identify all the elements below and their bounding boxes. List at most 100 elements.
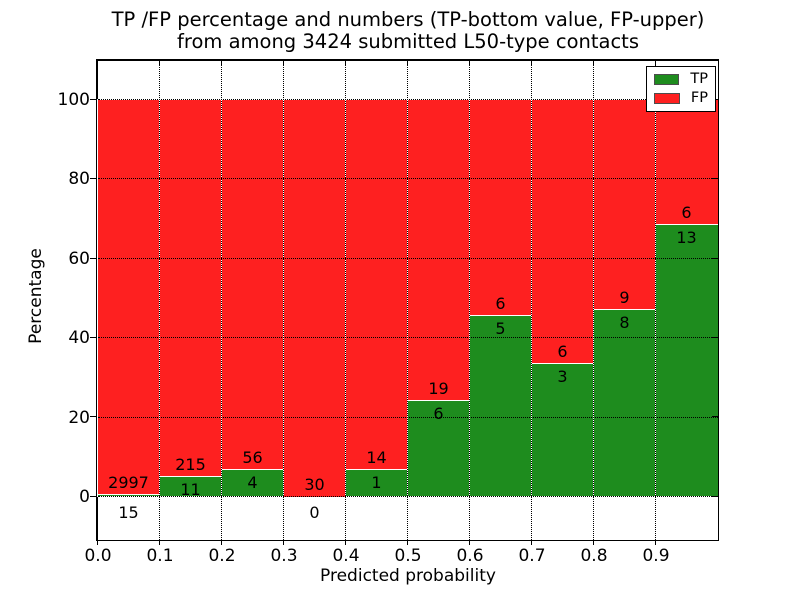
y-tick-mark	[90, 178, 96, 180]
x-tick-mark-top	[220, 60, 222, 66]
x-tick-label: 0.3	[270, 546, 298, 566]
horizontal-gridline	[97, 496, 718, 497]
x-tick-label: 0.2	[208, 546, 236, 566]
tp-count-label: 4	[247, 473, 258, 493]
tp-count-label: 0	[309, 502, 320, 522]
x-tick-mark-top	[592, 60, 594, 66]
x-tick-mark	[406, 539, 408, 545]
fp-count-label: 30	[304, 474, 325, 494]
y-tick-label: 20	[68, 407, 90, 428]
legend-label-tp: TP	[690, 71, 708, 87]
fp-bar-segment	[344, 98, 409, 472]
y-tick-mark	[90, 336, 96, 338]
y-tick-mark-right	[711, 495, 718, 497]
x-tick-mark-top	[406, 60, 408, 66]
x-tick-mark-top	[654, 60, 656, 66]
x-tick-label: 0.7	[518, 546, 546, 566]
horizontal-gridline	[97, 257, 718, 259]
fp-bar-segment	[654, 98, 719, 226]
x-tick-mark	[220, 539, 222, 545]
x-tick-mark-top	[96, 60, 98, 66]
fp-bar-segment	[220, 98, 285, 472]
plot-area: 2997 15 215 11 56 4 30 0 14 1 19 6 6 5 6 3 9 8 6 13	[90, 59, 719, 545]
legend-label-fp: FP	[690, 90, 708, 106]
tp-bar-segment	[592, 308, 657, 498]
horizontal-gridline	[97, 99, 718, 100]
tp-count-label: 3	[557, 367, 568, 387]
fp-count-label: 14	[366, 448, 387, 468]
y-tick-mark	[90, 416, 96, 418]
vertical-gridline	[407, 60, 408, 540]
fp-count-label: 6	[557, 342, 568, 362]
y-tick-mark	[90, 98, 96, 100]
tp-bar-segment	[654, 223, 719, 498]
x-tick-mark	[96, 539, 98, 545]
x-tick-label: 0.0	[84, 546, 112, 566]
tp-count-label: 15	[118, 502, 139, 522]
fp-count-label: 9	[619, 287, 630, 307]
y-tick-mark-right	[711, 257, 718, 259]
chart-title-line2: from among 3424 submitted L50-type conta…	[177, 30, 639, 53]
x-tick-label: 0.5	[394, 546, 422, 566]
tp-count-label: 13	[676, 227, 697, 247]
fp-count-label: 19	[428, 379, 449, 399]
x-tick-mark-top	[530, 60, 532, 66]
y-tick-mark	[90, 257, 96, 259]
tp-bar-segment	[220, 469, 285, 498]
y-tick-label: 100	[57, 90, 90, 110]
fp-bar-segment	[406, 98, 471, 403]
vertical-gridline	[531, 60, 532, 540]
fp-bar-segment	[96, 98, 161, 496]
vertical-gridline	[593, 60, 594, 540]
fp-count-label: 56	[242, 448, 263, 468]
tp-swatch-icon	[654, 74, 680, 85]
x-tick-label: 0.1	[146, 546, 174, 566]
fp-bar-segment	[158, 98, 223, 479]
fp-bar-segment	[592, 98, 657, 311]
x-tick-mark-top	[282, 60, 284, 66]
vertical-gridline	[221, 60, 222, 540]
x-tick-mark-top	[468, 60, 470, 66]
x-tick-label: 0.6	[456, 546, 484, 566]
y-tick-mark	[90, 495, 96, 497]
y-tick-mark-right	[711, 336, 718, 338]
tp-bar-segment	[158, 476, 223, 498]
x-tick-mark	[344, 539, 346, 545]
horizontal-gridline	[97, 416, 718, 418]
x-tick-mark	[592, 539, 594, 545]
vertical-gridline	[283, 60, 284, 540]
fp-count-label: 6	[495, 294, 506, 314]
tp-count-label: 8	[619, 312, 630, 332]
x-tick-mark-top	[344, 60, 346, 66]
tp-count-label: 6	[433, 404, 444, 424]
x-tick-mark	[158, 539, 160, 545]
chart-title-line1: TP /FP percentage and numbers (TP-bottom…	[111, 8, 705, 31]
y-tick-mark-right	[711, 416, 718, 418]
y-tick-label: 80	[68, 169, 90, 190]
x-tick-mark	[468, 539, 470, 545]
vertical-gridline	[159, 60, 160, 540]
fp-swatch-icon	[654, 93, 680, 104]
tp-count-label: 5	[495, 319, 506, 339]
vertical-gridline	[655, 60, 656, 540]
fp-count-label: 215	[175, 455, 206, 475]
x-tick-mark	[654, 539, 656, 545]
legend-item-fp: FP	[654, 91, 708, 106]
tp-bar-segment	[468, 315, 533, 498]
y-tick-label: 60	[68, 248, 90, 269]
tp-count-label: 1	[371, 473, 382, 493]
y-tick-mark-right	[711, 178, 718, 180]
x-tick-label: 0.4	[332, 546, 360, 566]
fp-bar-segment	[282, 98, 347, 498]
x-tick-label: 0.8	[580, 546, 608, 566]
y-tick-label: 40	[68, 328, 90, 349]
fp-count-label: 2997	[108, 472, 149, 492]
tp-bar-segment	[96, 493, 161, 498]
tp-bar-segment	[344, 469, 409, 498]
y-tick-label: 0	[79, 487, 90, 507]
vertical-gridline	[345, 60, 346, 540]
x-axis-label: Predicted probability	[320, 566, 496, 586]
legend-item-tp: TP	[654, 72, 708, 87]
x-tick-label: 0.9	[642, 546, 670, 566]
